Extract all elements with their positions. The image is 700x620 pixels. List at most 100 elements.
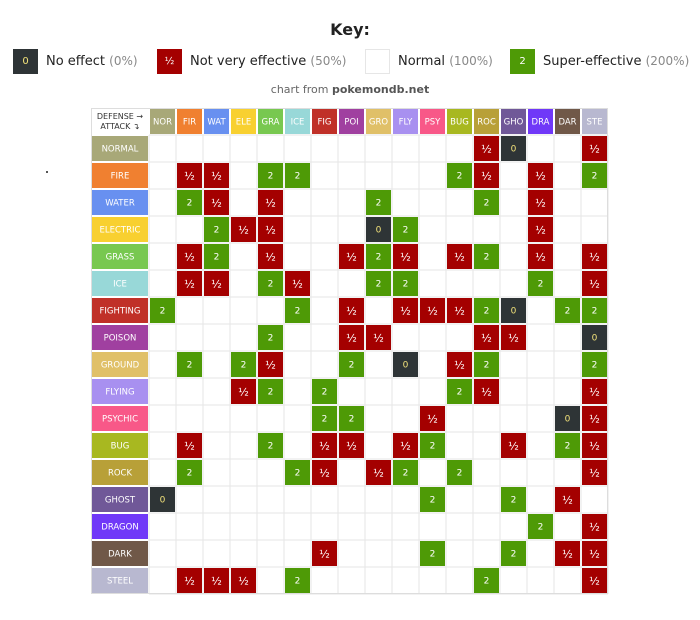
cell-fighting-vs-fly-label: ½ <box>400 305 411 318</box>
cell-water-vs-fir <box>177 190 202 215</box>
cell-ground-vs-gra-label: ½ <box>265 359 276 372</box>
cell-psychic-vs-fig <box>312 406 337 431</box>
cell-dark-vs-ste-label: ½ <box>589 548 600 561</box>
cell-ice-vs-ste-label: ½ <box>589 278 600 291</box>
corner-attack-label: ATTACK ↴ <box>100 122 140 131</box>
col-header-label-fig: FIG <box>318 118 332 128</box>
cell-rock-vs-gro-label: ½ <box>373 467 384 480</box>
cell-ghost-vs-dar-label: ½ <box>562 494 573 507</box>
cell-ghost-vs-nor-label: 0 <box>160 496 166 506</box>
row-header-label-water: WATER <box>105 199 135 209</box>
col-header-gho <box>501 109 526 134</box>
col-header-label-wat: WAT <box>207 118 226 128</box>
row-header-psychic <box>92 406 148 431</box>
cell-ground-vs-fir-label: 2 <box>187 361 193 371</box>
cell-bug-vs-fig <box>312 433 337 458</box>
cell-grass-vs-ste-label: ½ <box>589 251 600 264</box>
cell-water-vs-gra <box>258 190 283 215</box>
cell-flying-vs-ste-label: ½ <box>589 386 600 399</box>
cell-ice-vs-dra <box>528 271 553 296</box>
cell-psychic-vs-poi-label: 2 <box>349 415 355 425</box>
row-header-bug <box>92 433 148 458</box>
cell-flying-vs-gra-label: 2 <box>268 388 274 398</box>
cell-psychic-vs-ste <box>582 406 607 431</box>
cell-fighting-vs-ice <box>285 298 310 323</box>
cell-water-vs-roc <box>474 190 499 215</box>
cell-electric-vs-gro-label: 0 <box>376 226 382 236</box>
cell-water-vs-wat <box>204 190 229 215</box>
col-header-gra <box>258 109 283 134</box>
row-header-label-electric: ELECTRIC <box>100 226 141 236</box>
col-header-label-gho: GHO <box>504 118 524 128</box>
cell-dark-vs-psy <box>420 541 445 566</box>
cell-psychic-vs-psy-label: ½ <box>427 413 438 426</box>
cell-ice-vs-ste <box>582 271 607 296</box>
cell-poison-vs-gra <box>258 325 283 350</box>
cell-grass-vs-bug-label: ½ <box>454 251 465 264</box>
legend-item-normal: Normal (100%) <box>365 48 493 75</box>
cell-rock-vs-fir-label: 2 <box>187 469 193 479</box>
cell-ice-vs-fly <box>393 271 418 296</box>
cell-fire-vs-wat-label: ½ <box>211 170 222 183</box>
col-header-ste <box>582 109 607 134</box>
cell-fighting-vs-roc <box>474 298 499 323</box>
col-header-bug <box>447 109 472 134</box>
cell-ice-vs-wat <box>204 271 229 296</box>
cell-bug-vs-dar <box>555 433 580 458</box>
cell-fire-vs-fir <box>177 163 202 188</box>
cell-steel-vs-roc-label: 2 <box>484 577 490 587</box>
cell-rock-vs-fir <box>177 460 202 485</box>
legend-pct-no-effect: (0%) <box>109 54 138 68</box>
cell-normal-vs-gho-label: 0 <box>511 145 517 155</box>
cell-fire-vs-ice <box>285 163 310 188</box>
cell-bug-vs-ste-label: ½ <box>589 440 600 453</box>
cell-fire-vs-ice-label: 2 <box>295 172 301 182</box>
row-header-electric <box>92 217 148 242</box>
cell-water-vs-dra <box>528 190 553 215</box>
col-header-label-roc: ROC <box>477 118 496 128</box>
cell-ghost-vs-gho-label: 2 <box>511 496 517 506</box>
stray-dot <box>46 171 48 173</box>
legend-item-no-effect: 0 No effect (0%) <box>13 48 138 75</box>
cell-ice-vs-gro <box>366 271 391 296</box>
cell-fighting-vs-bug <box>447 298 472 323</box>
col-header-label-fly: FLY <box>399 118 413 128</box>
type-chart: DEFENSE →ATTACK ↴ NOR FIR WAT ELE GRA ICE FIG PO… <box>91 108 609 595</box>
row-header-label-bug: BUG <box>111 442 130 452</box>
credit-link[interactable]: pokemondb.net <box>331 83 430 96</box>
row-header-label-grass: GRASS <box>106 253 135 263</box>
cell-steel-vs-ele <box>231 568 256 593</box>
row-header-label-fighting: FIGHTING <box>99 307 140 317</box>
cell-water-vs-dra-label: ½ <box>535 197 546 210</box>
cell-dark-vs-gho-label: 2 <box>511 550 517 560</box>
cell-grass-vs-poi-label: ½ <box>346 251 357 264</box>
col-header-label-bug: BUG <box>450 118 469 128</box>
cell-electric-vs-dra-label: ½ <box>535 224 546 237</box>
cell-normal-vs-roc-label: ½ <box>481 143 492 156</box>
cell-grass-vs-fly-label: ½ <box>400 251 411 264</box>
cell-poison-vs-gho <box>501 325 526 350</box>
row-header-poison <box>92 325 148 350</box>
cell-poison-vs-ste <box>582 325 607 350</box>
cell-psychic-vs-fig-label: 2 <box>322 415 328 425</box>
cell-dark-vs-dar-label: ½ <box>562 548 573 561</box>
col-header-ice <box>285 109 310 134</box>
cell-poison-vs-roc <box>474 325 499 350</box>
row-header-label-normal: NORMAL <box>102 145 139 155</box>
cell-electric-vs-gra <box>258 217 283 242</box>
col-header-label-ele: ELE <box>236 118 251 128</box>
cell-dark-vs-psy-label: 2 <box>430 550 436 560</box>
cell-grass-vs-dra <box>528 244 553 269</box>
key-title: Key: <box>330 20 370 39</box>
cell-ice-vs-gra <box>258 271 283 296</box>
cell-fire-vs-roc <box>474 163 499 188</box>
cell-rock-vs-ice-label: 2 <box>295 469 301 479</box>
row-header-normal <box>92 136 148 161</box>
row-header-ground <box>92 352 148 377</box>
cell-ground-vs-roc-label: 2 <box>484 361 490 371</box>
cell-bug-vs-psy-label: 2 <box>430 442 436 452</box>
legend-label-super-effective: Super-effective <box>543 54 642 69</box>
cell-dark-vs-fig <box>312 541 337 566</box>
cell-fire-vs-wat <box>204 163 229 188</box>
row-header-dark <box>92 541 148 566</box>
